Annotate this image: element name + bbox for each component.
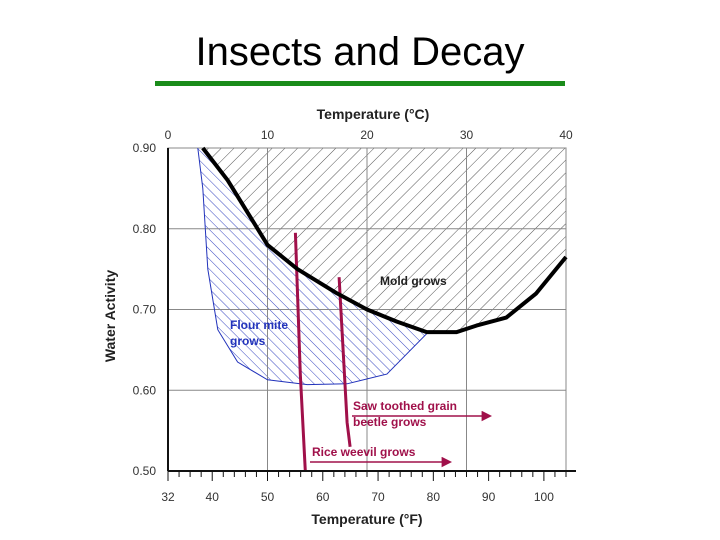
sawtoothed-label-line1: Saw toothed grain xyxy=(353,399,457,413)
y-tick-label: 0.60 xyxy=(133,383,157,397)
y-tick-label: 0.80 xyxy=(133,222,157,236)
flour-mite-label-line1: Flour mite xyxy=(230,318,288,332)
slide-title: Insects and Decay xyxy=(195,30,525,74)
mold-region xyxy=(202,148,567,333)
flour-mite-region xyxy=(197,148,427,385)
rice-weevil-label: Rice weevil grows xyxy=(312,445,416,459)
y-tick-label: 0.50 xyxy=(133,464,157,478)
x-bottom-tick-label: 90 xyxy=(482,490,496,504)
y-axis-title: Water Activity xyxy=(102,270,118,363)
rice-weevil-line xyxy=(293,232,307,472)
x-bottom-tick-label: 40 xyxy=(206,490,220,504)
y-tick-label: 0.90 xyxy=(133,141,157,155)
x-top-tick-label: 10 xyxy=(261,128,275,142)
mold-label: Mold grows xyxy=(380,274,447,288)
x-top-tick-label: 20 xyxy=(360,128,374,142)
x-bottom-tick-label: 32 xyxy=(161,490,175,504)
x-bottom-tick-label: 100 xyxy=(534,490,554,504)
mold-boundary xyxy=(201,146,568,335)
x-axis-title-top: Temperature (°C) xyxy=(317,106,430,122)
x-bottom-tick-label: 50 xyxy=(261,490,275,504)
x-bottom-tick-label: 80 xyxy=(427,490,441,504)
y-tick-label: 0.70 xyxy=(133,303,157,317)
x-top-tick-label: 0 xyxy=(165,128,172,142)
x-top-tick-label: 30 xyxy=(460,128,474,142)
sawtoothed-label-line2: beetle grows xyxy=(353,415,427,429)
flour-mite-boundary xyxy=(197,147,428,386)
x-top-tick-label: 40 xyxy=(559,128,573,142)
title-underline xyxy=(155,81,565,86)
x-axis-title-bottom: Temperature (°F) xyxy=(311,511,422,527)
x-bottom-tick-label: 70 xyxy=(371,490,385,504)
sawtoothed-line xyxy=(337,277,352,447)
flour-mite-label-line2: grows xyxy=(230,334,266,348)
x-bottom-tick-label: 60 xyxy=(316,490,330,504)
